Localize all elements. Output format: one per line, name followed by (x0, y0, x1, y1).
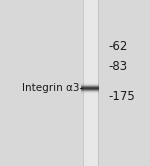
Text: -175: -175 (108, 90, 135, 103)
Text: Integrin α3-: Integrin α3- (22, 83, 84, 93)
Bar (82, 0, 98, 166)
Text: -62: -62 (108, 40, 127, 53)
Text: -83: -83 (108, 60, 127, 73)
